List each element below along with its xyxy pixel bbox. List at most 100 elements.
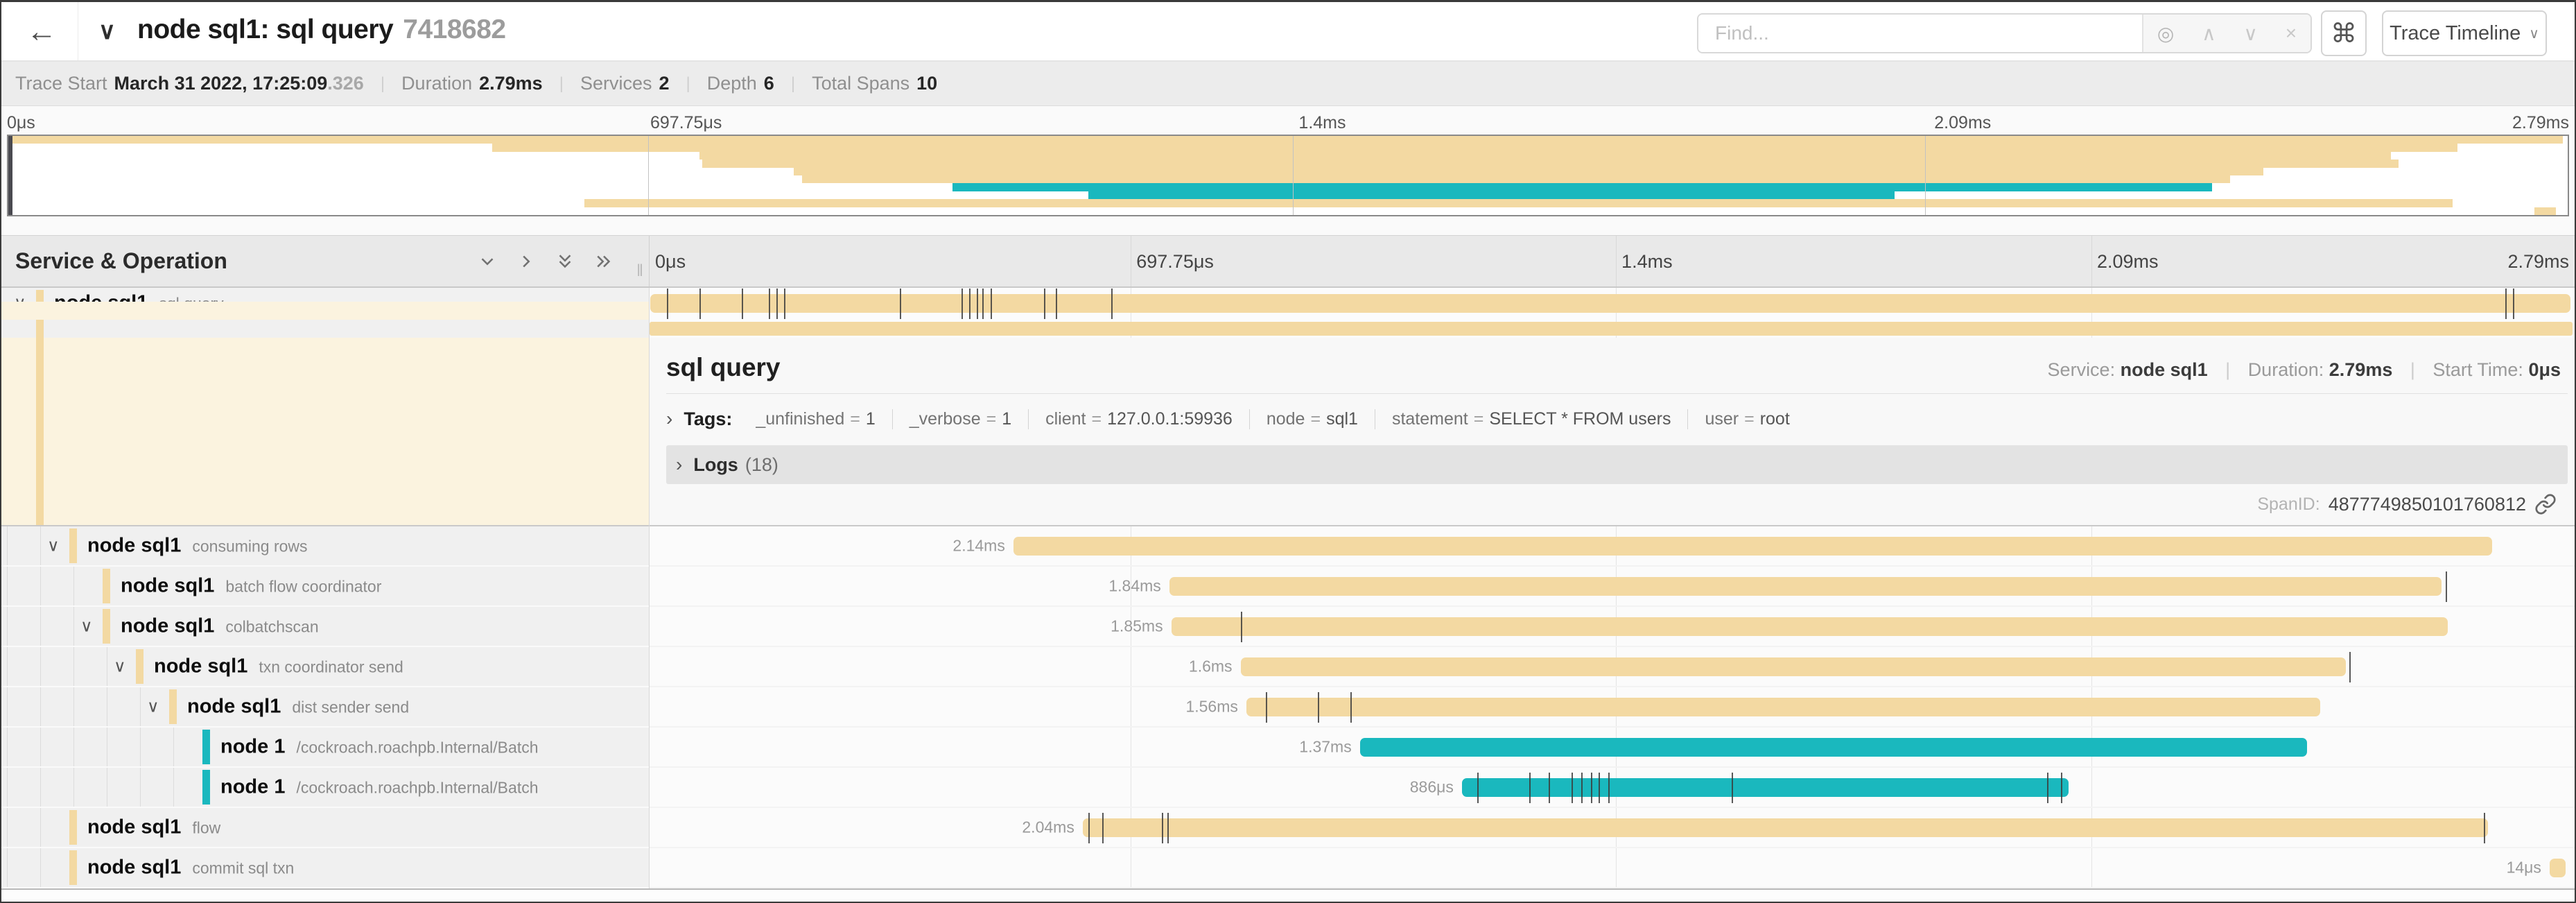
span-bar[interactable] bbox=[2549, 859, 2566, 877]
tag-key: _unfinished bbox=[756, 409, 845, 429]
operation-name: /cockroach.roachpb.Internal/Batch bbox=[296, 738, 539, 757]
minimap-drag-handle[interactable] bbox=[8, 136, 12, 215]
log-marker bbox=[1590, 773, 1592, 803]
trace-id: 7418682 bbox=[403, 15, 506, 44]
chevron-down-icon[interactable]: ∨ bbox=[114, 657, 126, 676]
locate-icon[interactable]: ◎ bbox=[2157, 22, 2175, 44]
axis-tick-label: 0μs bbox=[655, 251, 686, 272]
log-marker bbox=[1102, 813, 1104, 843]
prev-result-icon[interactable]: ∧ bbox=[2202, 22, 2216, 44]
logs-expander-icon[interactable]: › bbox=[676, 454, 683, 475]
tree-row-commit-sql-txn[interactable]: node sql1 commit sql txn bbox=[1, 848, 649, 888]
indent-guide bbox=[40, 768, 41, 807]
span-bar[interactable] bbox=[650, 294, 2571, 313]
span-bar[interactable] bbox=[1461, 778, 2069, 797]
chevron-down-icon[interactable]: ∨ bbox=[80, 617, 93, 636]
tree-row-consuming-rows[interactable]: ∨ node sql1 consuming rows bbox=[1, 526, 649, 567]
chevron-down-icon[interactable]: ∨ bbox=[147, 697, 159, 716]
log-marker bbox=[900, 289, 901, 319]
minimap-span-bar bbox=[584, 199, 2453, 207]
tree-row-dist-sender-send[interactable]: ∨ node sql1 dist sender send bbox=[1, 687, 649, 728]
span-bar-row: 1.84ms bbox=[650, 567, 2575, 607]
double-chevron-right-icon[interactable] bbox=[593, 251, 614, 272]
log-marker bbox=[1731, 773, 1733, 803]
tree-row-colbatchscan[interactable]: ∨ node sql1 colbatchscan bbox=[1, 607, 649, 647]
span-bar[interactable] bbox=[1169, 577, 2442, 596]
tree-row--cockroach-roachpb-internal-batch[interactable]: node 1/cockroach.roachpb.Internal/Batch bbox=[1, 728, 649, 768]
next-result-icon[interactable]: ∨ bbox=[2243, 22, 2258, 44]
span-duration-label: 1.84ms bbox=[1108, 576, 1161, 595]
tag-equals: = bbox=[1091, 409, 1102, 429]
tag-value: SELECT * FROM users bbox=[1489, 409, 1671, 429]
tags-expander-icon[interactable]: › bbox=[666, 408, 673, 429]
span-duration-label: 1.85ms bbox=[1111, 617, 1163, 635]
keyboard-shortcuts-button[interactable]: ⌘ bbox=[2321, 10, 2367, 56]
axis-gridline bbox=[2091, 236, 2092, 286]
trace-collapse-icon[interactable]: ∨ bbox=[98, 18, 116, 44]
back-button[interactable]: ← bbox=[26, 15, 57, 49]
logs-row[interactable]: › Logs (18) bbox=[666, 445, 2568, 484]
indent-guide bbox=[140, 687, 141, 726]
operation-name: consuming rows bbox=[192, 537, 308, 556]
log-marker bbox=[2513, 289, 2515, 319]
collapse-all-icon[interactable] bbox=[477, 251, 498, 272]
trace-view-dropdown[interactable]: Trace Timeline ∨ bbox=[2382, 10, 2547, 56]
total-spans-label: Total Spans bbox=[812, 73, 910, 94]
depth-label: Depth bbox=[706, 73, 757, 94]
span-bar[interactable] bbox=[1246, 698, 2321, 716]
tag-item: statement = SELECT * FROM users bbox=[1374, 409, 1688, 429]
service-color-strip bbox=[202, 730, 210, 764]
chevron-down-icon[interactable]: ∨ bbox=[47, 536, 60, 556]
span-bar[interactable] bbox=[1359, 738, 2307, 757]
indent-guide bbox=[73, 728, 74, 766]
operation-name: batch flow coordinator bbox=[225, 577, 382, 596]
axis-tick-label: 2.09ms bbox=[1934, 113, 1992, 132]
selected-span-mini-bar[interactable] bbox=[650, 322, 2573, 336]
services-value: 2 bbox=[659, 73, 670, 94]
log-marker bbox=[977, 289, 979, 319]
minimap-row bbox=[8, 151, 2568, 160]
span-bar[interactable] bbox=[1171, 617, 2448, 636]
span-bar-row: 14μs bbox=[650, 848, 2575, 888]
timeline-minimap: 0μs 697.75μs 1.4ms 2.09ms 2.79ms bbox=[1, 106, 2575, 219]
find-input[interactable] bbox=[1698, 15, 2142, 52]
tree-row-batch-flow-coordinator[interactable]: node sql1 batch flow coordinator bbox=[1, 567, 649, 607]
indent-guide bbox=[7, 687, 8, 726]
indent-guide bbox=[40, 687, 41, 726]
log-marker bbox=[1161, 813, 1163, 843]
column-resize-handle[interactable]: ‖ bbox=[636, 261, 645, 280]
log-marker bbox=[742, 289, 744, 319]
tree-row-flow[interactable]: node sql1 flow bbox=[1, 808, 649, 848]
tag-key: node bbox=[1266, 409, 1305, 429]
tag-key: statement bbox=[1391, 409, 1468, 429]
meta-separator: | bbox=[2225, 359, 2231, 380]
span-bar-row: 886μs bbox=[650, 768, 2575, 808]
selected-row-left-spacer bbox=[1, 302, 649, 320]
tree-row--cockroach-roachpb-internal-batch[interactable]: node 1/cockroach.roachpb.Internal/Batch bbox=[1, 768, 649, 808]
operation-name: flow bbox=[192, 818, 221, 837]
log-marker bbox=[1581, 773, 1583, 803]
minimap-span-bar bbox=[801, 175, 2230, 184]
clear-search-icon[interactable]: × bbox=[2285, 22, 2297, 44]
service-color-strip bbox=[169, 689, 177, 724]
double-chevron-down-icon[interactable] bbox=[555, 251, 575, 272]
minimap-row bbox=[8, 167, 2568, 175]
tag-equals: = bbox=[1310, 409, 1321, 429]
span-bar[interactable] bbox=[1013, 537, 2492, 556]
service-color-strip bbox=[103, 569, 110, 603]
indent-guide bbox=[73, 768, 74, 807]
detail-divider bbox=[666, 393, 2568, 394]
page-title: node sql1: sql query 7418682 bbox=[137, 15, 506, 45]
expand-one-icon[interactable] bbox=[516, 251, 537, 272]
span-bar[interactable] bbox=[1082, 818, 2489, 837]
minimap-viewport[interactable] bbox=[7, 135, 2569, 216]
stat-separator: | bbox=[559, 74, 564, 93]
tree-row-txn-coordinator-send[interactable]: ∨ node sql1 txn coordinator send bbox=[1, 647, 649, 687]
span-bar[interactable] bbox=[1240, 657, 2346, 676]
tags-row[interactable]: › Tags: _unfinished = 1 _verbose = 1 client = 12… bbox=[666, 408, 2568, 430]
link-icon[interactable] bbox=[2534, 493, 2557, 515]
columns-header: Service & Operation ‖ 0μs 697.75μs 1.4ms 2.… bbox=[1, 235, 2575, 288]
minimap-row bbox=[8, 160, 2568, 168]
